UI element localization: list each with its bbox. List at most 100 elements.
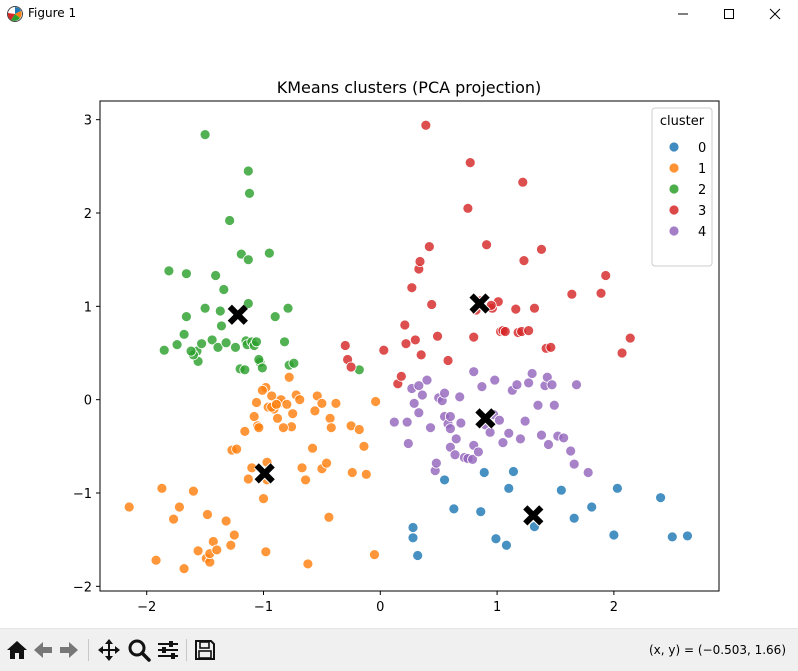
legend-marker-4 (668, 225, 680, 237)
legend-marker-0 (668, 141, 680, 153)
pan-move-icon (98, 639, 120, 661)
cluster-2-point (163, 265, 175, 277)
cluster-4-point (582, 467, 594, 478)
y-tick-label: 1 (84, 300, 92, 315)
cluster-3-point (481, 239, 492, 251)
cluster-1-point (150, 554, 162, 566)
x-tick-label: −2 (137, 600, 156, 615)
subplot-config-icon (158, 641, 178, 659)
cluster-1-point (253, 422, 265, 434)
cluster-2-point (196, 338, 208, 350)
home-button[interactable] (4, 637, 30, 663)
cluster-1-point (228, 529, 240, 541)
cluster-0-point (508, 466, 519, 477)
cluster-3-point (468, 331, 480, 343)
save-floppy-icon (195, 640, 215, 660)
pan-button[interactable] (96, 637, 122, 663)
cluster-1-point (369, 549, 380, 560)
cluster-4-point (571, 379, 582, 391)
cluster-4-point (503, 427, 515, 439)
legend-marker-3 (668, 204, 680, 216)
cluster-2-point (212, 341, 224, 353)
cluster-4-point (468, 366, 480, 378)
cluster-4-point (473, 446, 484, 458)
cluster-1-point (330, 397, 342, 409)
cluster-1-point (260, 546, 272, 558)
cluster-3-point (399, 319, 411, 331)
scatter-plot: KMeans clusters (PCA projection) −2 −1 0 1 2… (73, 78, 720, 615)
cluster-4-point (511, 379, 523, 391)
maximize-button[interactable] (706, 0, 752, 28)
cluster-4-point (444, 411, 456, 422)
cluster-2-point (206, 334, 218, 346)
forward-arrow-icon (60, 642, 78, 658)
cluster-0-point (501, 539, 512, 551)
cluster-1-point (248, 411, 260, 422)
legend-label: 1 (698, 162, 706, 177)
cluster-4-point (454, 391, 466, 403)
cluster-3-point (566, 288, 578, 300)
centroid-marker (523, 505, 544, 526)
cluster-3-point (464, 157, 476, 169)
configure-subplots-button[interactable] (155, 637, 181, 663)
home-icon (7, 641, 27, 659)
cluster-1-point (168, 513, 179, 525)
y-tick-label: 0 (84, 394, 92, 409)
zoom-button[interactable] (126, 637, 152, 663)
cluster-2-point (230, 341, 241, 353)
cluster-1-point (258, 493, 269, 505)
zoom-magnifier-icon (128, 639, 151, 662)
cluster-2-point (199, 129, 211, 140)
cluster-1-point (211, 544, 223, 556)
cluster-4-point (449, 449, 461, 461)
toolbar-separator (186, 639, 187, 661)
cluster-3-point (616, 347, 628, 359)
cluster-2-point (282, 302, 294, 314)
axes-frame (99, 100, 720, 592)
cluster-2-point (224, 215, 236, 226)
cluster-4-point (421, 374, 433, 386)
legend-label: 2 (698, 183, 706, 198)
cluster-3-point (499, 326, 511, 337)
cluster-1-point (346, 467, 358, 478)
cluster-2-point (242, 254, 254, 266)
legend-marker-2 (668, 183, 680, 195)
cluster-3-point (415, 349, 427, 361)
cluster-4-point (515, 433, 526, 445)
cluster-1-point (287, 408, 299, 420)
centroid-marker (475, 408, 496, 429)
cluster-1-point (256, 384, 268, 396)
cluster-4-point (568, 458, 580, 470)
centroid-markers (226, 292, 545, 527)
close-button[interactable] (752, 0, 798, 28)
cluster-1-point (302, 558, 314, 570)
cluster-1-point (277, 422, 289, 434)
cluster-3-point (536, 243, 547, 255)
cluster-1-point (294, 394, 306, 406)
back-button[interactable] (30, 637, 56, 663)
cluster-3-point (400, 338, 412, 350)
cluster-2-point (279, 336, 290, 348)
cluster-0-point (475, 506, 487, 518)
cluster-0-point (407, 522, 419, 533)
cluster-0-point (478, 467, 490, 478)
cluster-1-point (242, 473, 254, 485)
centroid-marker (469, 293, 490, 314)
cluster-4-point (476, 381, 488, 393)
cluster-1-point (325, 422, 337, 434)
minimize-button[interactable] (660, 0, 706, 28)
centroid-marker (254, 463, 275, 484)
y-tick-label: −2 (73, 580, 92, 595)
save-button[interactable] (192, 637, 218, 663)
cluster-1-point (251, 397, 262, 408)
figure-canvas[interactable]: KMeans clusters (PCA projection) −2 −1 0 1 2… (0, 28, 798, 628)
cluster-1-point (188, 485, 199, 497)
cluster-4-point (450, 433, 462, 445)
forward-button[interactable] (56, 637, 82, 663)
cluster-1-point (270, 398, 282, 410)
cluster-2-point (269, 311, 281, 323)
cluster-3-point (414, 256, 426, 267)
cluster-4-point (444, 423, 456, 435)
cluster-1-point (231, 443, 243, 455)
x-tick-label: −1 (254, 600, 273, 615)
